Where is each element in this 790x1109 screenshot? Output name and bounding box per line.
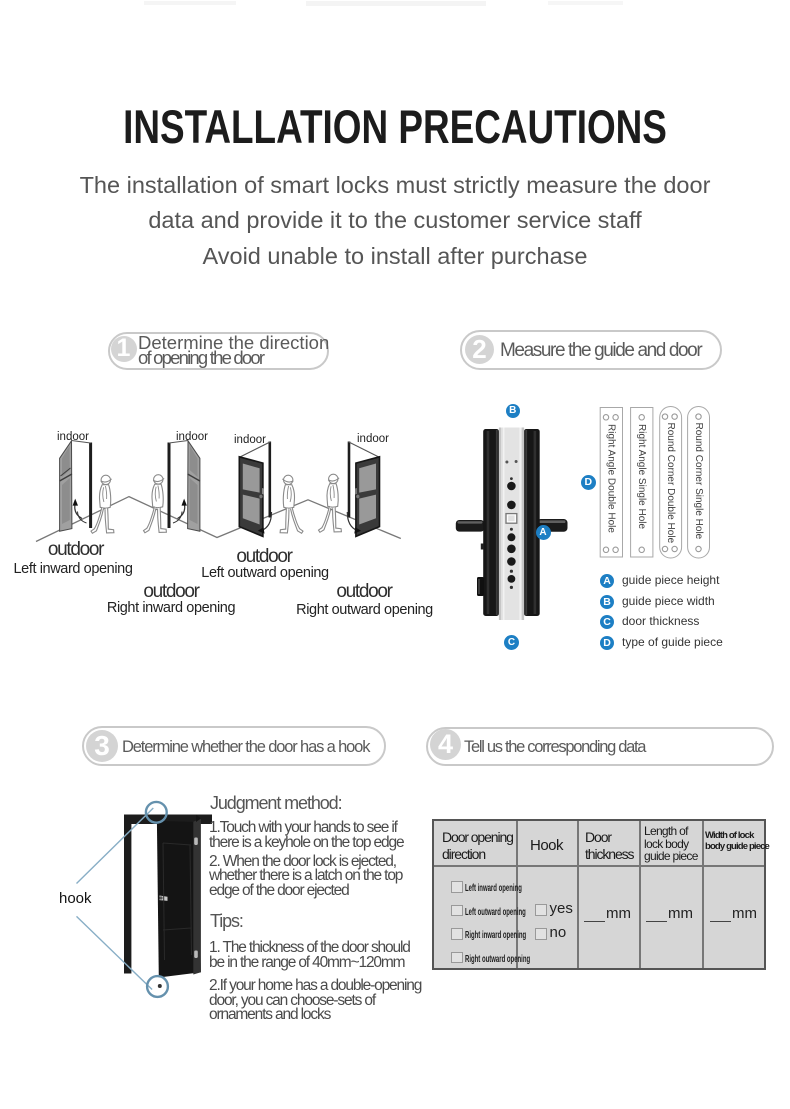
svg-text:Round Corner Single Hole: Round Corner Single Hole <box>693 423 704 540</box>
svg-text:Round Corner Double Hole: Round Corner Double Hole <box>665 423 676 544</box>
svg-text:Right Angle Single Hole: Right Angle Single Hole <box>636 424 647 530</box>
svg-text:Right Angle Double Hole: Right Angle Double Hole <box>606 424 617 533</box>
